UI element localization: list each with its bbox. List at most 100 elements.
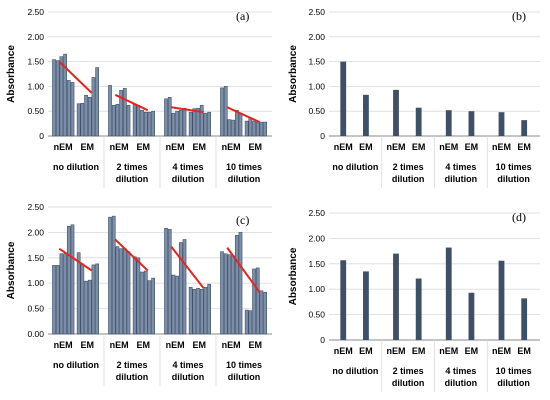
panel-label: (b) [512,9,526,23]
y-tick-label: 1.00 [27,81,44,91]
em-bar [255,121,260,137]
trend-line [114,238,149,272]
dilution-label: dilution [445,378,478,388]
y-tick-label: 0 [320,131,325,141]
em-bar [203,112,208,137]
dilution-label: dilution [497,174,530,184]
em-bar [196,107,200,137]
em-bar [151,277,155,335]
nem-bar [445,247,452,340]
dilution-label: 10 times [496,162,532,172]
em-label: EM [248,340,262,350]
trend-line [58,60,93,94]
em-bar [95,263,99,335]
dilution-label: 10 times [226,162,262,172]
em-bar [244,309,249,335]
em-bar [95,67,99,137]
nem-bar [111,215,116,335]
nem-bar [164,98,168,137]
em-label: EM [412,142,426,152]
em-bar [415,107,422,136]
y-tick-label: 2.50 [308,7,325,17]
dilution-label: 4 times [445,162,476,172]
em-bar [192,108,197,137]
panel-d-chart: 0 0.50 1.00 1.50 2.00 2.50 Absorbance (d) nEM EM n… [288,208,540,392]
nem-label: nEM [166,340,185,350]
dilution-label: 2 times [116,162,147,172]
em-bar [147,111,152,137]
em-bar [76,103,81,137]
em-label: EM [192,340,206,350]
em-bar [207,111,211,137]
nem-label: nEM [439,142,458,152]
em-label: EM [517,142,531,152]
panel-label: (a) [236,9,249,23]
y-tick-label: 2.00 [308,32,325,42]
nem-bar [66,226,71,335]
nem-bar [340,61,347,136]
em-bar [468,292,475,340]
panel-label: (d) [512,210,526,224]
nem-bar [182,239,187,335]
y-tick-label: 0.00 [27,329,44,339]
em-label: EM [465,142,479,152]
nem-label: nEM [334,142,353,152]
em-bar [151,110,155,137]
nem-bar [122,248,127,335]
em-label: EM [248,142,262,152]
nem-bar [126,104,131,137]
em-bar [196,287,200,335]
em-bar [91,264,96,335]
em-bar [84,280,88,335]
em-bar [132,256,137,335]
y-tick-label: 1.50 [27,253,44,263]
nem-bar [175,110,179,137]
nem-bar [108,216,112,335]
em-bar [248,117,253,137]
nem-label: nEM [54,340,73,350]
dilution-label: 10 times [496,366,532,376]
y-tick-label: 1.50 [27,57,44,67]
em-label: EM [412,346,426,356]
em-bar [143,270,148,335]
nem-bar [223,86,228,137]
dilution-label: dilution [116,174,149,184]
nem-bar [119,90,123,137]
nem-bar [340,260,347,340]
nem-bar [227,254,232,335]
nem-bar [115,246,120,335]
nem-label: nEM [222,340,241,350]
nem-bar [498,260,505,340]
nem-bar [178,242,183,335]
em-bar [259,290,264,335]
y-axis-title: Absorbance [6,45,17,103]
nem-label: nEM [386,346,405,356]
nem-bar [393,89,399,136]
em-label: EM [80,142,94,152]
nem-bar [66,80,71,137]
y-tick-label: 1.00 [308,284,325,294]
em-label: EM [359,346,373,356]
nem-label: nEM [166,142,185,152]
trend-line [170,246,205,289]
em-bar [252,268,256,335]
em-bar [188,286,193,335]
nem-bar [122,88,127,137]
em-bar [188,111,193,137]
dilution-label: dilution [445,174,478,184]
dilution-label: no dilution [332,366,378,376]
nem-bar [220,251,224,335]
y-tick-label: 2.50 [308,208,325,218]
em-bar [244,120,249,137]
trend-line [226,247,261,293]
em-bar [91,77,96,137]
em-bar [259,121,264,137]
nem-bar [63,253,67,335]
nem-label: nEM [110,142,129,152]
em-bar [76,252,81,335]
nem-bar [393,253,399,340]
em-label: EM [192,142,206,152]
nem-bar [63,53,67,137]
nem-bar [119,248,123,335]
